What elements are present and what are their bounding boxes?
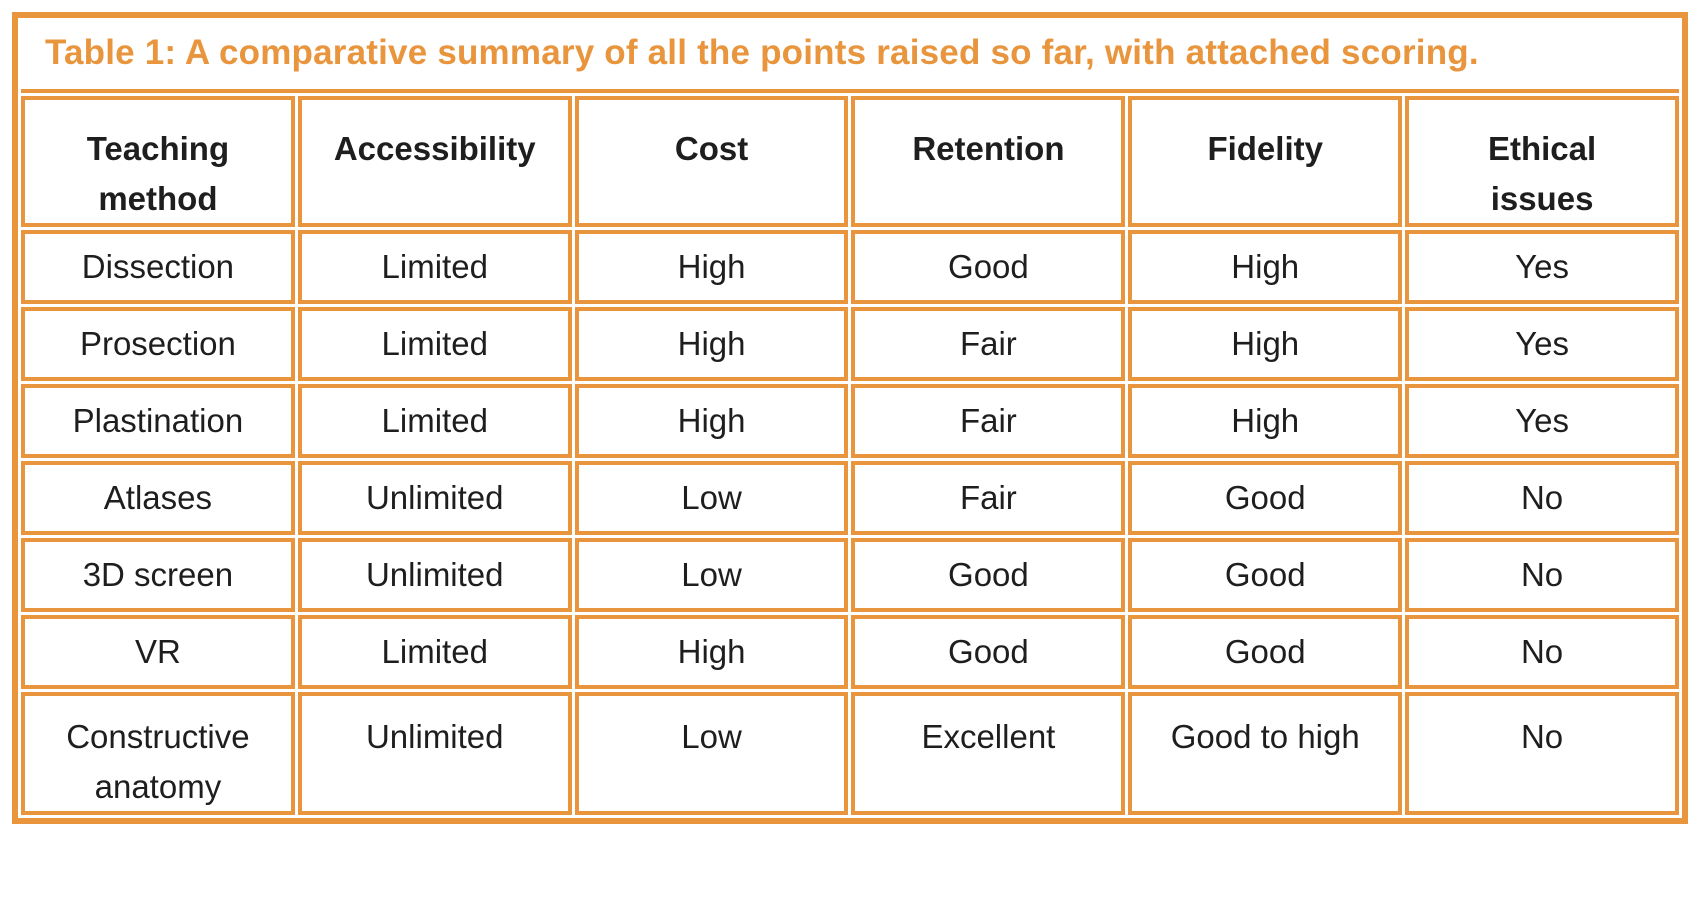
table-cell: Good: [851, 615, 1126, 689]
header-cell: Ethical issues: [1405, 96, 1679, 227]
table-cell: Low: [574, 538, 849, 612]
table-cell: Low: [574, 461, 849, 535]
table-cell: No: [1405, 692, 1679, 815]
table-cell: Unlimited: [297, 538, 572, 612]
table-cell: Limited: [297, 384, 572, 458]
table-caption: Table 1: A comparative summary of all th…: [21, 21, 1679, 93]
table-row: VR Limited High Good Good No: [21, 615, 1679, 689]
table-title-row: Table 1: A comparative summary of all th…: [21, 21, 1679, 93]
table-cell: Unlimited: [297, 692, 572, 815]
table-cell: No: [1405, 615, 1679, 689]
table-cell: Limited: [297, 615, 572, 689]
table-cell: High: [1128, 230, 1403, 304]
table-cell: Dissection: [21, 230, 295, 304]
table-cell: High: [574, 384, 849, 458]
table-head: Table 1: A comparative summary of all th…: [21, 21, 1679, 227]
table-cell: Good to high: [1128, 692, 1403, 815]
table-cell: Fair: [851, 307, 1126, 381]
table-cell: Good: [851, 230, 1126, 304]
table-cell: High: [1128, 307, 1403, 381]
table-cell: Yes: [1405, 307, 1679, 381]
table-cell: Limited: [297, 307, 572, 381]
table-row: Dissection Limited High Good High Yes: [21, 230, 1679, 304]
table-row: Prosection Limited High Fair High Yes: [21, 307, 1679, 381]
table-cell: Good: [1128, 615, 1403, 689]
table-cell: VR: [21, 615, 295, 689]
header-cell: Cost: [574, 96, 849, 227]
table-cell: Unlimited: [297, 461, 572, 535]
table-cell: High: [1128, 384, 1403, 458]
table-cell: No: [1405, 538, 1679, 612]
table-header-row: Teaching method Accessibility Cost Retentio…: [21, 96, 1679, 227]
table-cell: Yes: [1405, 384, 1679, 458]
header-cell: Teaching method: [21, 96, 295, 227]
header-cell: Retention: [851, 96, 1126, 227]
comparison-table: Table 1: A comparative summary of all th…: [12, 12, 1688, 824]
table-cell: Good: [1128, 461, 1403, 535]
table-row: Constructive anatomy Unlimited Low Excellen…: [21, 692, 1679, 815]
table-row: Atlases Unlimited Low Fair Good No: [21, 461, 1679, 535]
table-cell: Fair: [851, 461, 1126, 535]
table-cell: High: [574, 230, 849, 304]
table-cell: Atlases: [21, 461, 295, 535]
table-row: 3D screen Unlimited Low Good Good No: [21, 538, 1679, 612]
table-cell: Yes: [1405, 230, 1679, 304]
table-cell: Good: [1128, 538, 1403, 612]
comparison-table-container: Table 1: A comparative summary of all th…: [12, 12, 1688, 824]
table-cell: Prosection: [21, 307, 295, 381]
table-cell: Fair: [851, 384, 1126, 458]
table-cell: 3D screen: [21, 538, 295, 612]
table-cell: Low: [574, 692, 849, 815]
header-cell: Fidelity: [1128, 96, 1403, 227]
header-cell: Accessibility: [297, 96, 572, 227]
table-cell: Plastination: [21, 384, 295, 458]
table-body: Dissection Limited High Good High Yes Prosecti…: [21, 230, 1679, 815]
table-cell: Excellent: [851, 692, 1126, 815]
table-cell: No: [1405, 461, 1679, 535]
table-cell: Limited: [297, 230, 572, 304]
table-cell: High: [574, 307, 849, 381]
table-row: Plastination Limited High Fair High Yes: [21, 384, 1679, 458]
table-cell: Constructive anatomy: [21, 692, 295, 815]
table-cell: Good: [851, 538, 1126, 612]
table-cell: High: [574, 615, 849, 689]
